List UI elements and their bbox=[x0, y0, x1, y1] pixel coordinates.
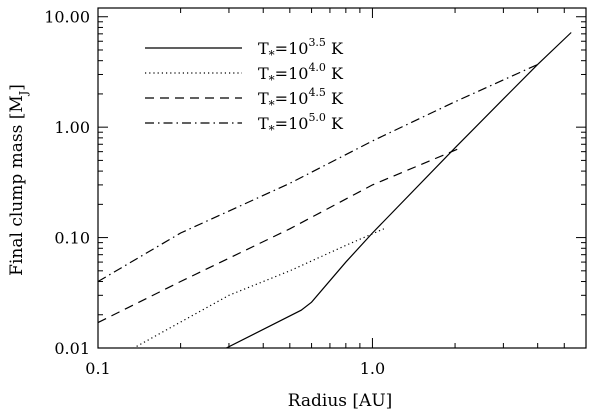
legend-layer: T*=103.5 KT*=104.0 KT*=104.5 KT*=105.0 K bbox=[145, 36, 344, 137]
y-axis-title-end: ] bbox=[7, 84, 27, 91]
y-tick-label: 1.00 bbox=[54, 118, 90, 137]
series-line-dashdot bbox=[98, 62, 541, 283]
y-axis-title-sub: J bbox=[17, 91, 30, 96]
tick-labels-layer: 0.1 1.0 0.01 0.10 1.00 10.00 bbox=[44, 8, 385, 378]
series-line-dashed bbox=[98, 147, 462, 324]
y-tick-label: 10.00 bbox=[44, 8, 90, 27]
legend-label: T*=104.5 K bbox=[258, 86, 344, 112]
legend-label: T*=104.0 K bbox=[258, 61, 344, 87]
legend-label: T*=103.5 K bbox=[258, 36, 344, 62]
series-layer bbox=[98, 32, 572, 348]
x-tick-label: 0.1 bbox=[85, 359, 110, 378]
x-tick-label: 1.0 bbox=[360, 359, 385, 378]
y-tick-label: 0.10 bbox=[54, 229, 90, 248]
y-tick-label: 0.01 bbox=[54, 339, 90, 358]
series-line-solid bbox=[225, 32, 572, 348]
plot-frame bbox=[97, 7, 587, 349]
series-line-dotted bbox=[132, 228, 385, 348]
ticks-layer bbox=[97, 8, 587, 349]
y-axis-title-main: Final clump mass [M bbox=[7, 95, 27, 276]
x-axis-title: Radius [AU] bbox=[288, 391, 393, 411]
legend-label: T*=105.0 K bbox=[258, 111, 344, 137]
y-axis-title: Final clump mass [MJ] bbox=[7, 84, 30, 276]
